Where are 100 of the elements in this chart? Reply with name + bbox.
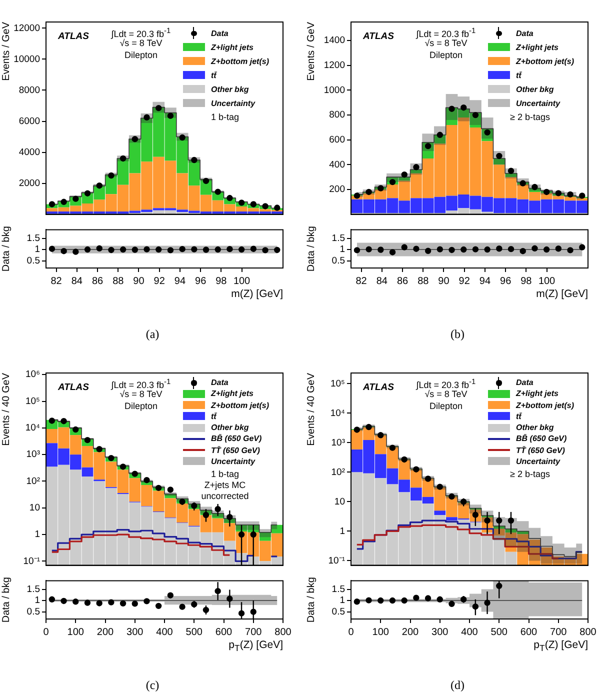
legend-label: Other bkg — [516, 84, 554, 94]
x-tick-label: 100 — [538, 276, 556, 287]
annotation: √s = 8 TeV — [120, 38, 164, 48]
y-tick-label: 800 — [329, 110, 345, 121]
legend-label: Z+light jets — [211, 389, 254, 398]
y-tick-label: 1 — [34, 529, 40, 540]
annotation: ATLAS — [363, 31, 394, 42]
annotation: ∫Ldt = 20.3 fb$^{-1}$ — [110, 26, 172, 39]
annotation: uncorrected — [200, 491, 250, 501]
x-tick-label: 100 — [67, 626, 84, 638]
y-axis-title: Data / bkg — [306, 577, 317, 623]
x-tick-label: 86 — [396, 276, 409, 287]
x-tick-label: 88 — [112, 276, 124, 287]
annotation: Dilepton — [428, 401, 464, 411]
y-tick-label: 10⁵ — [25, 396, 40, 407]
y-tick-label: 0.5 — [26, 606, 40, 618]
y-tick-label: 1400 — [324, 35, 345, 46]
x-tick-label: 800 — [274, 626, 292, 638]
y-axis-title: Data / bkg — [0, 226, 12, 272]
y-tick-label: 10⁴ — [25, 422, 40, 434]
y-tick-label: 10⁻¹ — [328, 555, 345, 566]
legend-label: tt̄ — [516, 412, 522, 421]
text: (a) — [144, 327, 160, 342]
x-tick-label: 600 — [215, 626, 233, 638]
legend-label: tt̄ — [516, 70, 522, 80]
y-tick-label: 4000 — [18, 146, 40, 158]
x-tick-label: 200 — [96, 626, 114, 638]
legend-label: TT̄ (650 GeV) — [211, 446, 260, 455]
x-tick-label: 100 — [233, 276, 251, 287]
x-tick-label: 400 — [461, 626, 478, 638]
legend-label: Uncertainty — [211, 456, 256, 466]
x-tick-label: 82 — [356, 276, 368, 287]
legend-label: Uncertainty — [211, 98, 256, 108]
x-tick-label: 94 — [479, 276, 491, 287]
x-tick-label: 84 — [376, 276, 388, 287]
x-tick-label: 92 — [458, 276, 470, 287]
y-tick-label: 1 — [34, 595, 40, 606]
annotation: ATLAS — [58, 382, 89, 393]
x-tick-label: 700 — [245, 626, 262, 638]
annotation: ∫Ldt = 20.3 fb$^{-1}$ — [110, 377, 172, 390]
y-tick-label: 2000 — [18, 178, 40, 189]
x-axis-title: m(Z) [GeV] — [231, 288, 283, 300]
legend-label: Z+bottom jet(s) — [211, 400, 269, 410]
legend-label: Z+light jets — [516, 389, 558, 398]
x-tick-label: 88 — [418, 276, 430, 287]
y-axis-title: Events / 40 GeV — [0, 372, 12, 446]
legend-label: Data — [516, 378, 534, 388]
y-axis-title: Events / GeV — [306, 22, 317, 81]
y-tick-label: 10² — [26, 476, 40, 487]
annotation: Dilepton — [123, 401, 159, 411]
legend-label: Data — [211, 28, 228, 38]
y-tick-label: 10³ — [26, 449, 40, 460]
y-tick-label: 1.5 — [26, 232, 40, 244]
annotation: √s = 8 TeV — [424, 389, 468, 399]
y-tick-label: 600 — [329, 134, 345, 146]
annotation: ATLAS — [58, 31, 89, 42]
y-axis-title: Data / bkg — [306, 226, 317, 272]
legend-label: TT̄ (650 GeV) — [516, 446, 565, 455]
x-tick-label: 600 — [520, 626, 538, 638]
x-tick-label: 0 — [348, 626, 354, 638]
x-tick-label: 96 — [195, 276, 207, 287]
legend-label: tt̄ — [211, 412, 216, 421]
x-tick-label: 94 — [174, 276, 186, 287]
y-axis-title: Events / 40 GeV — [306, 372, 317, 446]
annotation: Dilepton — [123, 50, 159, 60]
legend-label: Uncertainty — [516, 98, 560, 108]
x-axis-title: p$_{T}$(Z) [GeV] — [534, 639, 588, 654]
x-tick-label: 84 — [71, 276, 83, 287]
text: (d) — [450, 678, 466, 693]
x-tick-label: 400 — [156, 626, 174, 638]
y-tick-label: 12000 — [14, 22, 40, 34]
x-tick-label: 100 — [372, 626, 390, 638]
x-tick-label: 200 — [402, 626, 420, 638]
y-tick-label: 200 — [329, 184, 345, 196]
x-tick-label: 0 — [43, 626, 50, 638]
legend-label: Z+bottom jet(s) — [516, 400, 574, 410]
y-axis-title: Data / bkg — [0, 577, 12, 623]
x-tick-label: 500 — [490, 626, 508, 638]
y-axis-title: Events / GeV — [0, 22, 12, 81]
x-tick-label: 300 — [126, 626, 144, 638]
y-tick-label: 10⁻¹ — [23, 556, 40, 567]
y-tick-label: 0.5 — [332, 255, 345, 266]
annotation: Z+jets MC — [203, 480, 247, 490]
y-tick-label: 1200 — [324, 60, 345, 72]
y-tick-label: 10 — [29, 502, 40, 514]
y-tick-label: 10000 — [14, 54, 40, 65]
y-tick-label: 10³ — [331, 437, 345, 448]
y-tick-label: 1.5 — [332, 584, 345, 595]
x-tick-label: 98 — [216, 276, 228, 287]
y-tick-label: 1 — [340, 595, 345, 606]
x-tick-label: 82 — [50, 276, 62, 287]
legend-label: BB̄ (650 GeV) — [211, 434, 262, 444]
y-tick-label: 0.5 — [26, 255, 40, 266]
x-tick-label: 800 — [580, 626, 597, 638]
y-tick-label: 10⁵ — [330, 378, 346, 390]
legend-label: Other bkg — [211, 84, 249, 94]
x-tick-label: 96 — [500, 276, 512, 287]
y-tick-label: 1.5 — [26, 584, 40, 595]
y-tick-label: 8000 — [18, 84, 40, 96]
x-axis-title: m(Z) [GeV] — [536, 288, 588, 300]
